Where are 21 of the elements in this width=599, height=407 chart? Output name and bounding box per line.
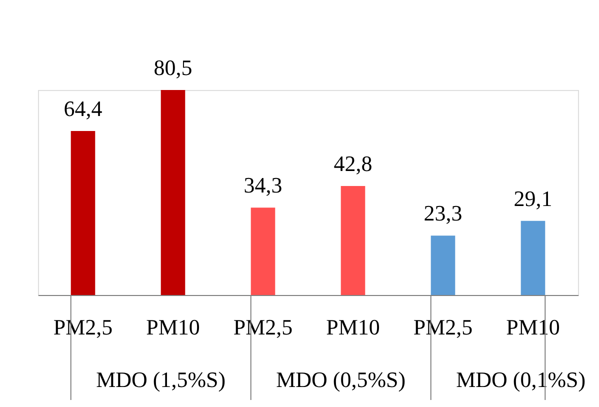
text: MDO (1,5%S) [96, 367, 226, 392]
x-tick-label: PM2,5 [413, 314, 473, 340]
x-tick-label: PM10 [506, 314, 560, 340]
data-label: 64,4 [64, 96, 102, 121]
x-tick-label: PM2,5 [233, 314, 293, 340]
bar [340, 186, 366, 295]
data-label: 29,1 [514, 186, 552, 211]
data-label: 34,3 [244, 172, 282, 198]
x-tick-label: PM10 [326, 314, 380, 340]
data-label: 80,5 [154, 55, 192, 80]
bar [250, 208, 276, 295]
bar [430, 236, 456, 295]
x-tick-label: PM2,5 [53, 314, 113, 340]
bar [70, 131, 96, 295]
bar [520, 220, 546, 295]
text: MDO (0,1%S) [456, 367, 586, 392]
data-label: 23,3 [424, 200, 462, 226]
bar [160, 90, 186, 295]
x-tick-label: PM10 [146, 314, 200, 340]
text: MDO (0,5%S) [276, 367, 406, 392]
data-label: 42,8 [334, 151, 372, 176]
